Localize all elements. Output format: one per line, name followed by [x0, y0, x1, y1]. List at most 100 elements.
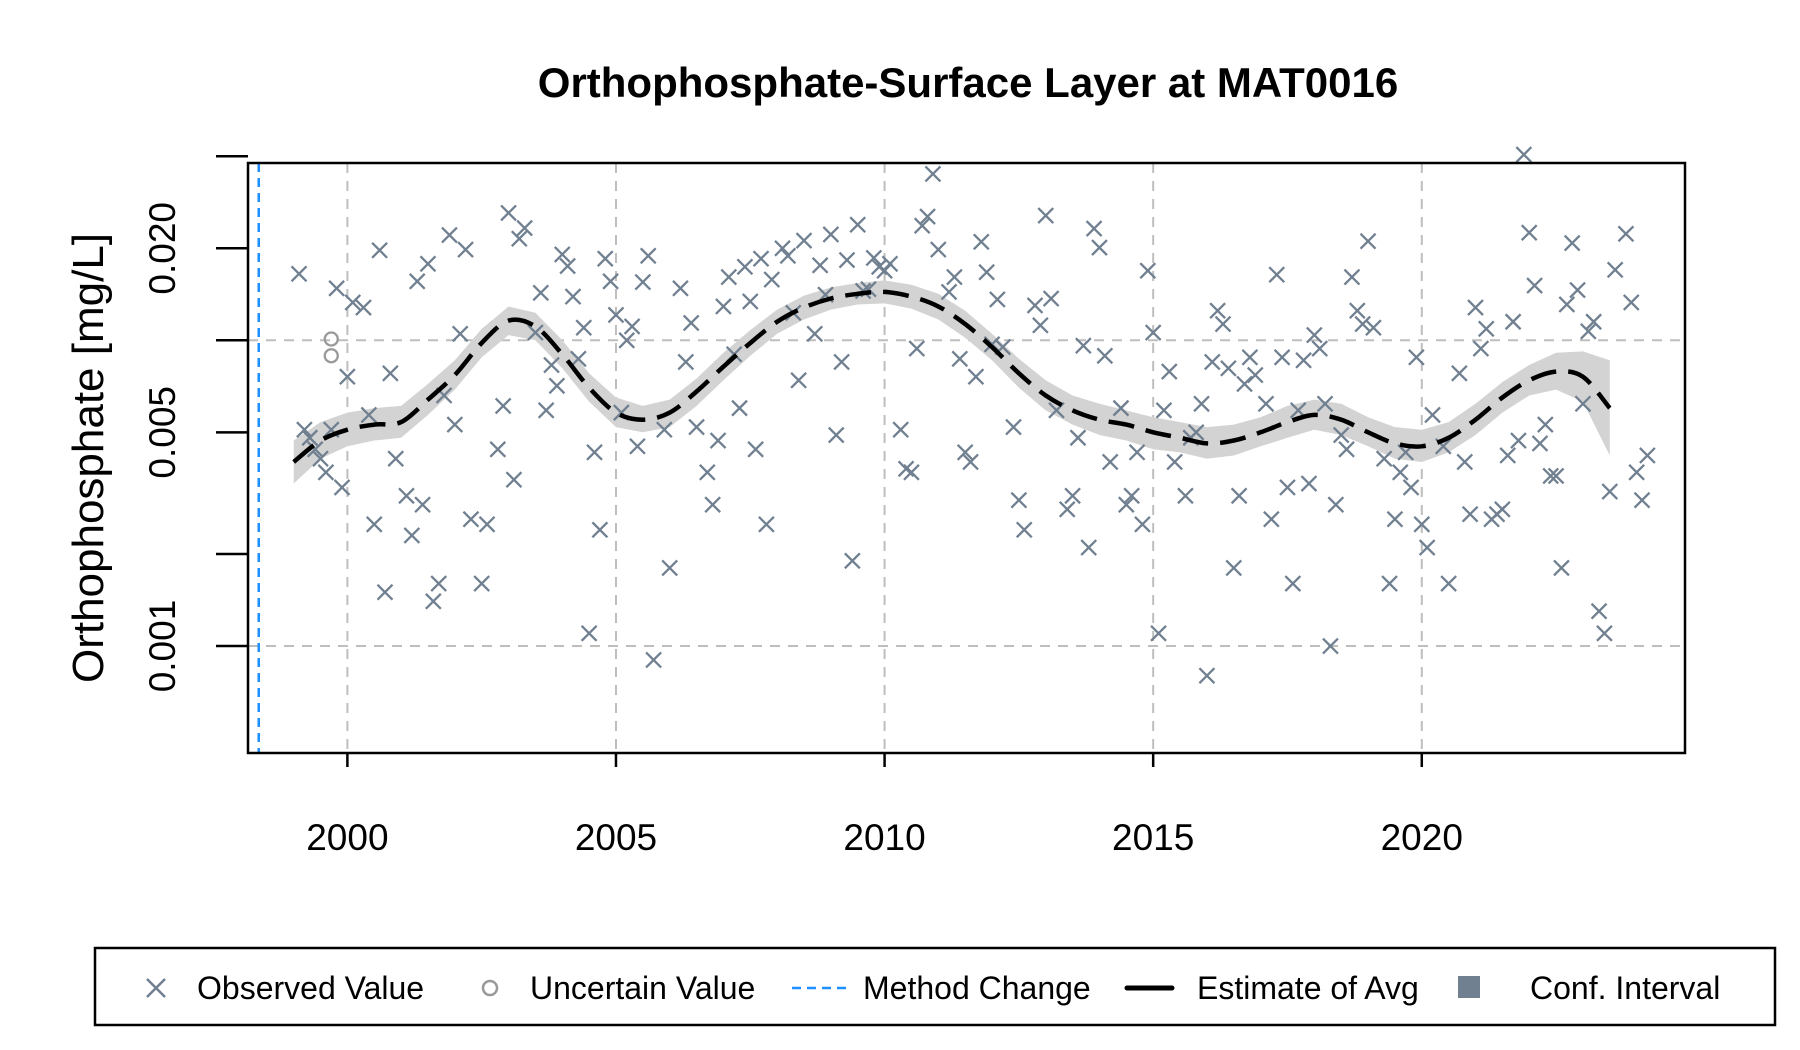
observed-point — [1279, 479, 1296, 496]
observed-point — [774, 239, 791, 257]
legend-item-estimate: Estimate of Avg — [1124, 970, 1419, 1006]
observed-point — [747, 440, 764, 458]
observed-point — [478, 516, 496, 533]
legend-label-estimate: Estimate of Avg — [1197, 970, 1419, 1006]
observed-point — [1064, 487, 1081, 505]
x-tick-label: 2015 — [1112, 817, 1194, 858]
observed-point — [1096, 347, 1114, 365]
observed-point — [1322, 637, 1339, 655]
observed-point — [1526, 277, 1543, 294]
observed-point — [629, 438, 646, 455]
observed-point — [462, 510, 480, 528]
observed-point — [1139, 262, 1157, 279]
observed-point — [752, 250, 770, 267]
observed-point — [1257, 395, 1275, 413]
observed-point — [1585, 313, 1602, 331]
observed-point — [1440, 575, 1457, 592]
observed-point — [1391, 463, 1409, 481]
observed-point — [1209, 302, 1226, 319]
observed-point — [989, 291, 1006, 308]
observed-point — [634, 273, 652, 291]
observed-point — [715, 298, 732, 315]
observed-point — [532, 284, 550, 302]
legend-item-uncertain: Uncertain Value — [481, 970, 755, 1006]
observed-point — [940, 283, 958, 301]
x-tick-label: 2005 — [575, 817, 657, 858]
observed-point — [1639, 447, 1656, 464]
estimate-line-layer — [292, 289, 1612, 464]
observed-point — [1316, 395, 1334, 413]
legend-box — [93, 946, 1777, 1027]
observed-point — [296, 421, 313, 439]
observed-point — [972, 233, 990, 251]
observed-point — [408, 272, 426, 290]
observed-point — [564, 288, 582, 305]
observed-point — [419, 255, 437, 273]
observed-point — [1300, 475, 1318, 492]
observed-point — [849, 216, 867, 233]
observed-point — [618, 331, 636, 349]
observed-point — [1177, 487, 1194, 505]
observed-point — [1558, 296, 1576, 313]
legend-label-method-change: Method Change — [863, 970, 1091, 1006]
observed-point — [682, 314, 700, 332]
legend-circle-marker-icon — [481, 979, 499, 997]
observed-point — [779, 247, 797, 265]
observed-point — [1547, 467, 1565, 485]
observed-point — [537, 402, 555, 419]
observed-point — [333, 479, 351, 496]
observed-point — [575, 319, 593, 336]
observed-point — [1424, 406, 1441, 424]
observed-point — [339, 368, 356, 386]
y-axis-label: Orthophosphate [mg/L] — [64, 233, 113, 683]
observed-point — [1504, 313, 1522, 331]
observed-point — [1091, 239, 1108, 256]
observed-point — [1198, 667, 1216, 684]
chart-title: Orthophosphate-Surface Layer at MAT0016 — [538, 59, 1398, 106]
plot-frame — [246, 161, 1687, 755]
observed-point — [1348, 302, 1366, 319]
observed-point — [1477, 320, 1495, 338]
observed-point — [1515, 146, 1533, 163]
observed-point — [1118, 496, 1135, 513]
observed-point — [1590, 602, 1608, 620]
observed-point — [623, 318, 641, 335]
observed-point — [645, 651, 662, 669]
observed-point — [833, 353, 850, 371]
observed-point — [301, 429, 319, 447]
observed-point — [929, 241, 947, 258]
observed-point — [451, 325, 469, 343]
observed-point — [758, 516, 775, 533]
observed-point — [1246, 366, 1264, 384]
observed-point — [1273, 348, 1291, 366]
observed-point — [946, 268, 963, 286]
observed-point — [1037, 207, 1055, 224]
observed-point — [1166, 453, 1183, 471]
observed-point — [1461, 505, 1479, 523]
observed-point — [344, 294, 362, 311]
observed-point — [806, 325, 824, 343]
observed-points-layer — [290, 146, 1656, 684]
legend-label-observed: Observed Value — [197, 970, 424, 1006]
observed-point — [1413, 516, 1431, 533]
observed-point — [838, 251, 856, 269]
observed-point — [548, 377, 566, 395]
observed-point — [1085, 220, 1103, 237]
observed-point — [913, 217, 931, 235]
observed-point — [1069, 429, 1087, 447]
observed-point — [1042, 290, 1060, 307]
observed-point — [355, 299, 372, 316]
observed-point — [596, 250, 614, 267]
legend-item-conf-interval: Conf. Interval — [1458, 970, 1720, 1006]
x-tick-label: 2010 — [843, 817, 925, 858]
observed-point — [919, 208, 936, 225]
observed-point — [1622, 294, 1640, 311]
observed-point — [473, 575, 490, 592]
observed-point — [591, 521, 609, 539]
observed-point — [494, 397, 512, 415]
observed-point — [505, 471, 523, 488]
y-tick-label: 0.020 — [142, 202, 183, 295]
observed-point — [967, 368, 985, 386]
observed-point — [1080, 539, 1098, 556]
